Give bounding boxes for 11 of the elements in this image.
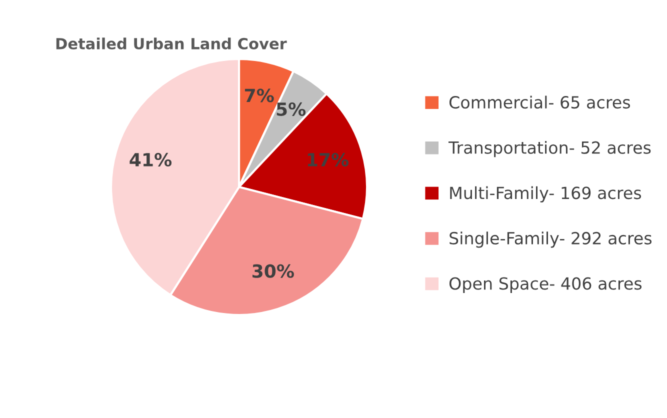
legend-label: Single-Family- 292 acres: [450, 232, 652, 248]
data-label: 5%: [276, 102, 306, 116]
data-label: 7%: [244, 88, 274, 102]
data-label: 30%: [252, 264, 294, 278]
legend-label: Multi-Family- 169 acres: [450, 186, 642, 202]
data-label: 17%: [308, 152, 349, 167]
legend-label: Transportation- 52 acres: [448, 141, 651, 158]
legend-label: Open Space- 406 acres: [449, 277, 642, 294]
chart-title: Detailed Urban Land Cover: [56, 38, 287, 50]
legend-label: Commercial- 65 acres: [449, 96, 630, 109]
data-label: 41%: [130, 152, 172, 167]
